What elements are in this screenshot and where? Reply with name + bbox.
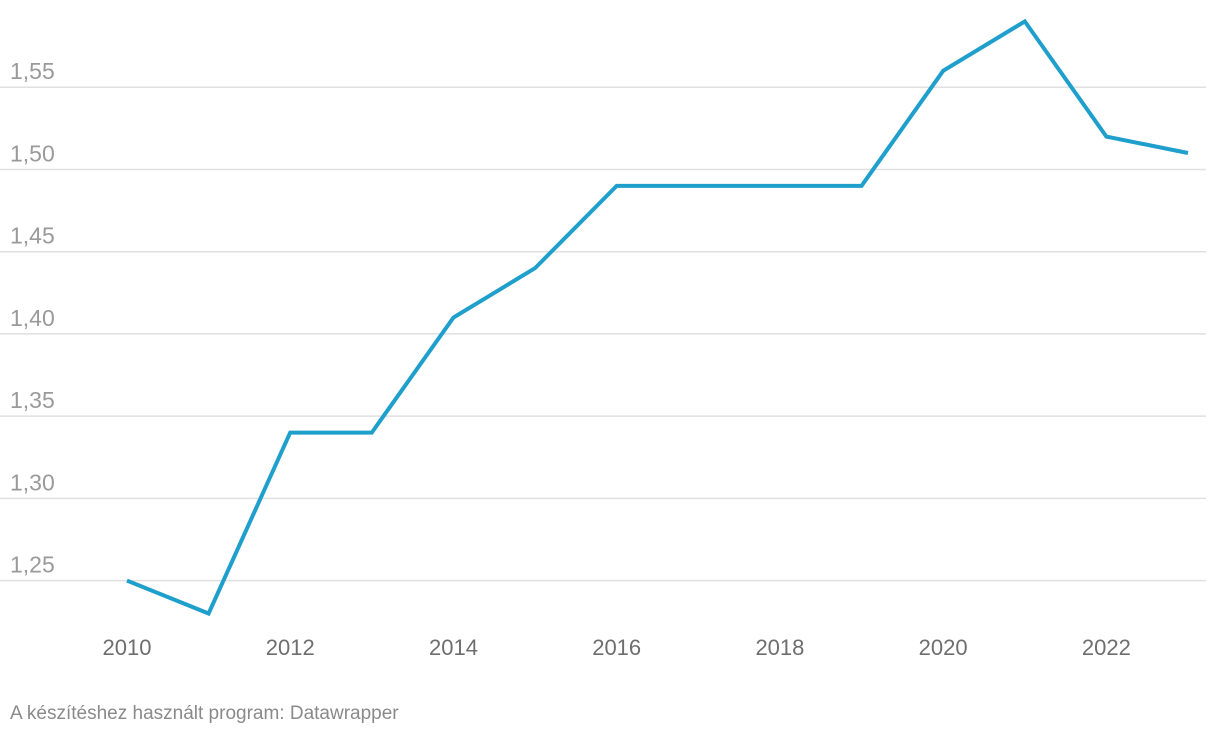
data-point [451, 315, 455, 319]
x-tick-label: 2018 [755, 635, 804, 660]
x-tick-label: 2020 [919, 635, 968, 660]
data-point [125, 579, 129, 583]
x-tick-label: 2016 [592, 635, 641, 660]
x-tick-label: 2012 [266, 635, 315, 660]
data-point [615, 184, 619, 188]
y-tick-label: 1,45 [10, 223, 55, 249]
x-tick-label: 2014 [429, 635, 478, 660]
data-point [288, 431, 292, 435]
y-tick-label: 1,25 [10, 552, 55, 578]
y-tick-label: 1,40 [10, 305, 55, 331]
y-tick-label: 1,30 [10, 469, 55, 495]
data-point [860, 184, 864, 188]
data-point [1023, 19, 1027, 23]
x-tick-label: 2022 [1082, 635, 1131, 660]
line-chart: 1,25 1,30 1,35 1,40 1,45 1,50 1,55 2010 2012 2014… [0, 18, 1206, 660]
data-point [1186, 151, 1190, 155]
data-point [778, 184, 782, 188]
data-point [207, 612, 211, 616]
data-point [941, 69, 945, 73]
y-tick-label: 1,35 [10, 387, 55, 413]
data-point [533, 266, 537, 270]
x-tick-label: 2010 [103, 635, 152, 660]
data-point [696, 184, 700, 188]
series-line [126, 18, 1189, 617]
data-point [1104, 135, 1108, 139]
y-tick-label: 1,50 [10, 140, 55, 166]
footer-credit: A készítéshez használt program: Datawrap… [10, 703, 399, 724]
y-tick-label: 1,55 [10, 58, 55, 84]
data-point [370, 431, 374, 435]
